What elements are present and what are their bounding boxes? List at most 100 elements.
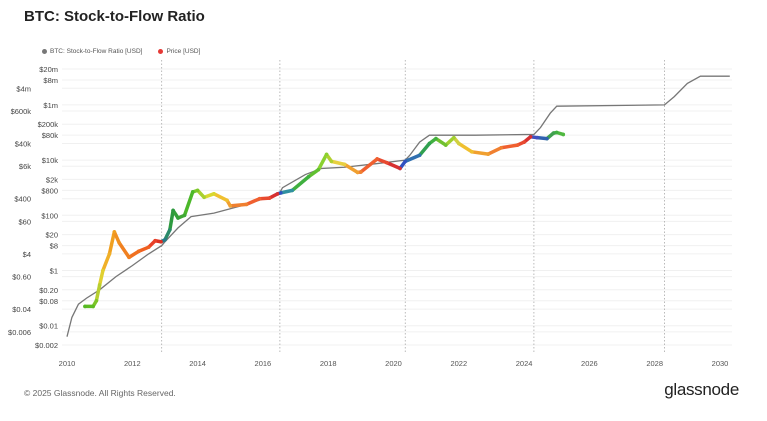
price-point (545, 136, 549, 141)
legend-item-price[interactable]: Price [USD] (158, 48, 200, 55)
x-tick-label: 2024 (516, 359, 533, 368)
price-point (403, 159, 408, 164)
x-tick-label: 2026 (581, 359, 598, 368)
x-tick-label: 2030 (712, 359, 729, 368)
price-segment (107, 230, 117, 256)
y-tick-label: $1m (43, 101, 58, 110)
legend-label: Price [USD] (166, 48, 201, 55)
price-segment (329, 159, 347, 167)
y-tick-label: $2k (46, 175, 58, 184)
copyright-footer: © 2025 Glassnode. All Rights Reserved. (24, 388, 176, 398)
y-tick-label: $400 (14, 195, 31, 204)
price-point (417, 153, 422, 158)
price-point (159, 239, 163, 244)
price-point (359, 170, 363, 174)
y-tick-label: $20 (45, 231, 58, 240)
price-point (153, 238, 157, 243)
price-segment (163, 227, 172, 242)
price-point (202, 195, 206, 200)
price-segment (499, 143, 520, 150)
price-point (101, 268, 105, 273)
price-segment (212, 192, 229, 203)
price-segment (182, 190, 195, 218)
price-point (551, 131, 556, 135)
price-segment (417, 141, 432, 157)
price-point (137, 249, 141, 254)
price-point (112, 230, 117, 234)
price-point (244, 202, 249, 207)
y-tick-label: $10k (42, 156, 59, 165)
legend-label: BTC: Stock-to-Flow Ratio [USD] (50, 48, 143, 55)
price-segment (290, 174, 311, 193)
price-point (97, 283, 102, 287)
x-tick-label: 2014 (189, 359, 206, 368)
price-point (190, 190, 195, 194)
price-point (91, 304, 95, 309)
price-point (146, 245, 151, 249)
price-point (470, 150, 474, 154)
price-segment (101, 252, 112, 273)
price-segment (434, 136, 448, 147)
y-tick-label: $80k (42, 131, 59, 140)
y-tick-label: $60 (18, 217, 31, 226)
x-tick-label: 2016 (255, 359, 272, 368)
y-tick-label: $100 (41, 211, 58, 220)
price-segment (127, 249, 141, 260)
price-point (290, 188, 295, 193)
price-point (182, 213, 187, 218)
price-point (275, 192, 280, 196)
price-point (457, 141, 461, 146)
price-segment (443, 135, 456, 147)
price-point (83, 304, 87, 309)
price-segment (94, 283, 102, 303)
price-point (342, 162, 347, 167)
y-tick-label: $0.08 (39, 297, 58, 306)
x-tick-label: 2018 (320, 359, 337, 368)
y-tick-label: $600k (11, 107, 32, 116)
price-segment (359, 157, 379, 174)
price-segment (316, 152, 329, 172)
legend-item-s2f[interactable]: BTC: Stock-to-Flow Ratio [USD] (42, 48, 142, 55)
price-point (257, 196, 262, 201)
y-tick-label: $0.01 (39, 322, 58, 331)
price-segment (486, 146, 503, 156)
y-tick-label: $4m (16, 84, 31, 93)
price-segment (306, 167, 321, 179)
x-tick-label: 2010 (59, 359, 76, 368)
price-segment (244, 196, 262, 207)
price-segment (457, 141, 474, 154)
price-point (107, 252, 112, 256)
price-point (267, 196, 272, 200)
price-point (127, 255, 131, 260)
y-tick-label: $20m (39, 65, 58, 74)
x-tick-label: 2020 (385, 359, 402, 368)
price-point (279, 191, 283, 195)
price-segment (112, 230, 121, 245)
price-point (486, 152, 490, 156)
y-tick-label: $8 (50, 242, 58, 251)
y-tick-label: $4 (23, 250, 31, 259)
price-point (434, 136, 438, 141)
price-point (168, 227, 172, 232)
y-tick-label: $0.002 (35, 341, 58, 350)
price-segment (97, 268, 105, 287)
price-point (324, 152, 329, 157)
price-point (561, 132, 566, 137)
price-point (427, 141, 432, 146)
price-point (398, 166, 402, 171)
chart-title: BTC: Stock-to-Flow Ratio (24, 8, 205, 25)
y-tick-label: $6k (19, 162, 31, 171)
price-segment (403, 153, 422, 164)
y-tick-label: $8m (43, 76, 58, 85)
price-point (515, 143, 520, 147)
price-segment (470, 150, 490, 156)
x-tick-label: 2022 (450, 359, 467, 368)
price-point (355, 170, 360, 175)
y-tick-label: $200k (38, 120, 59, 129)
y-tick-label: $0.006 (8, 328, 31, 337)
price-point (171, 208, 175, 213)
price-segment (279, 188, 295, 195)
price-point (499, 145, 504, 150)
